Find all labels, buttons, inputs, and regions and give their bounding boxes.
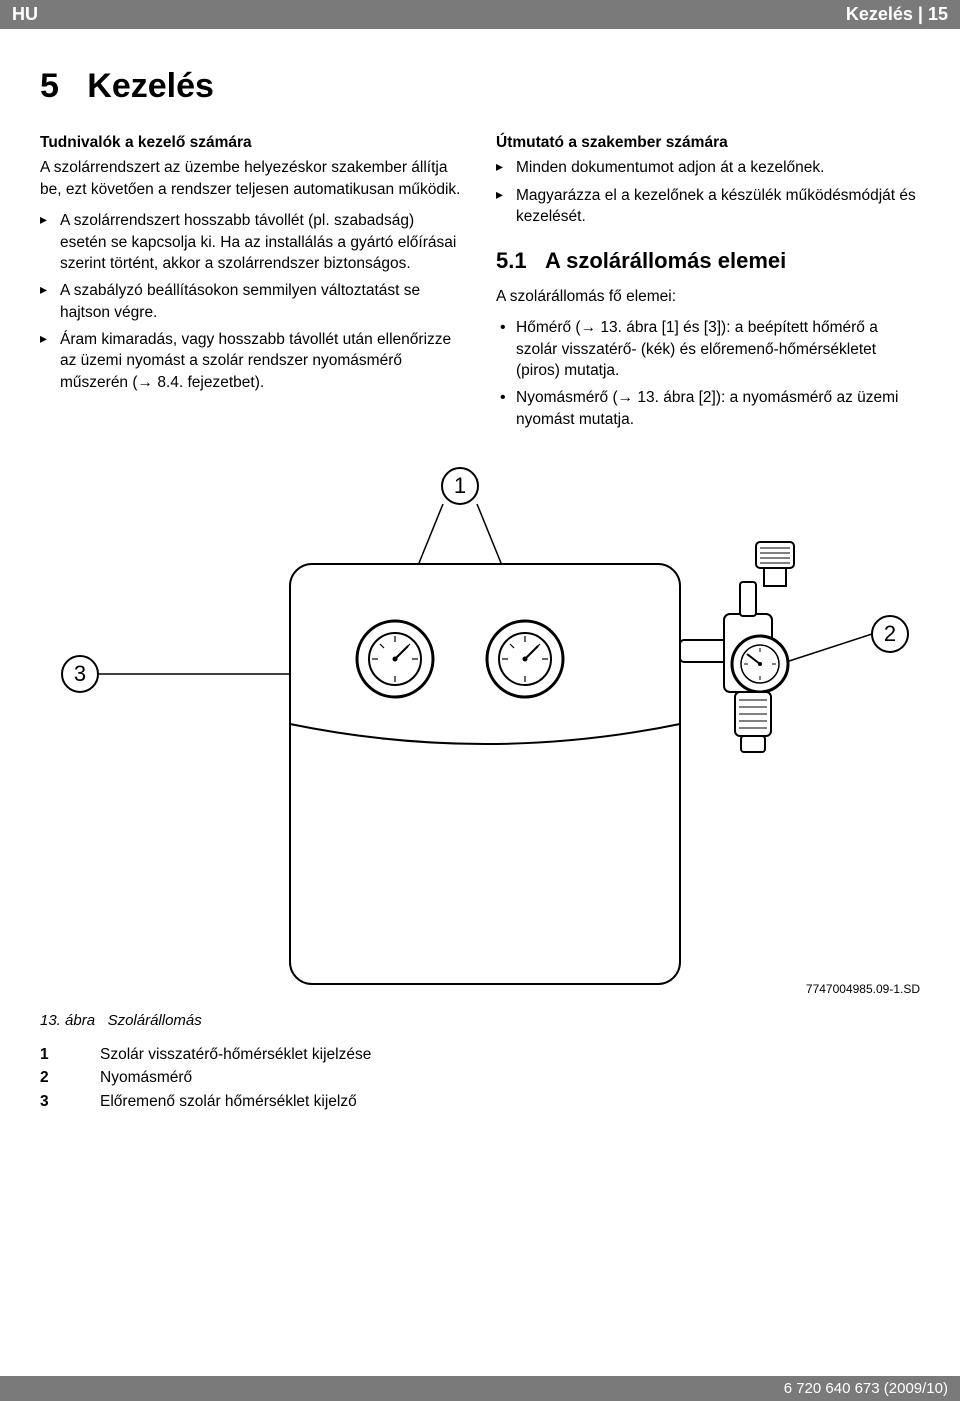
figure-caption: 13. ábra Szolárállomás — [40, 1012, 920, 1029]
page-footer: 6 720 640 673 (2009/10) — [0, 1376, 960, 1401]
section-5-1-heading: 5.1 A szolárállomás elemei — [496, 246, 920, 276]
page-header: HU Kezelés | 15 — [0, 0, 960, 29]
section-intro: A szolárállomás fő elemei: — [496, 286, 920, 307]
callout-3: 3 — [74, 661, 86, 686]
left-arrow-list: A szolárrendszert hosszabb távollét (pl.… — [40, 210, 464, 393]
list-item: Hőmérő (→ 13. ábra [1] és [3]): a beépít… — [496, 317, 920, 381]
page-content: 5 Kezelés Tudnivalók a kezelő számára A … — [0, 29, 960, 440]
left-intro: A szolárrendszert az üzembe helyezéskor … — [40, 157, 464, 200]
right-arrow-list: Minden dokumentumot adjon át a kezelőnek… — [496, 157, 920, 227]
legend-row: 2 Nyomásmérő — [40, 1066, 920, 1089]
list-item: A szolárrendszert hosszabb távollét (pl.… — [40, 210, 464, 274]
list-item: Áram kimaradás, vagy hosszabb távollét u… — [40, 329, 464, 393]
left-column: Tudnivalók a kezelő számára A szolárrend… — [40, 132, 464, 440]
figure-legend: 1 Szolár visszatérő-hőmérséklet kijelzés… — [40, 1043, 920, 1113]
section-bullet-list: Hőmérő (→ 13. ábra [1] és [3]): a beépít… — [496, 317, 920, 430]
list-item: Magyarázza el a kezelőnek a készülék műk… — [496, 185, 920, 228]
list-item: Nyomásmérő (→ 13. ábra [2]): a nyomásmér… — [496, 387, 920, 430]
solar-station-diagram: 1 3 2 — [40, 464, 920, 1004]
callout-2: 2 — [884, 621, 896, 646]
left-subhead: Tudnivalók a kezelő számára — [40, 132, 464, 153]
right-column: Útmutató a szakember számára Minden doku… — [496, 132, 920, 440]
figure-13: 1 3 2 — [40, 464, 920, 1004]
header-left: HU — [12, 4, 38, 25]
right-subhead: Útmutató a szakember számára — [496, 132, 920, 153]
chapter-heading: 5 Kezelés — [40, 67, 920, 106]
callout-1: 1 — [454, 473, 466, 498]
list-item: Minden dokumentumot adjon át a kezelőnek… — [496, 157, 920, 178]
figure-reference-id: 7747004985.09-1.SD — [806, 982, 920, 996]
header-right: Kezelés | 15 — [846, 4, 948, 25]
list-item: A szabályzó beállításokon semmilyen vált… — [40, 280, 464, 323]
two-column-layout: Tudnivalók a kezelő számára A szolárrend… — [40, 132, 920, 440]
legend-row: 3 Előremenő szolár hőmérséklet kijelző — [40, 1090, 920, 1113]
footer-docnum: 6 720 640 673 (2009/10) — [784, 1380, 948, 1397]
legend-row: 1 Szolár visszatérő-hőmérséklet kijelzés… — [40, 1043, 920, 1066]
